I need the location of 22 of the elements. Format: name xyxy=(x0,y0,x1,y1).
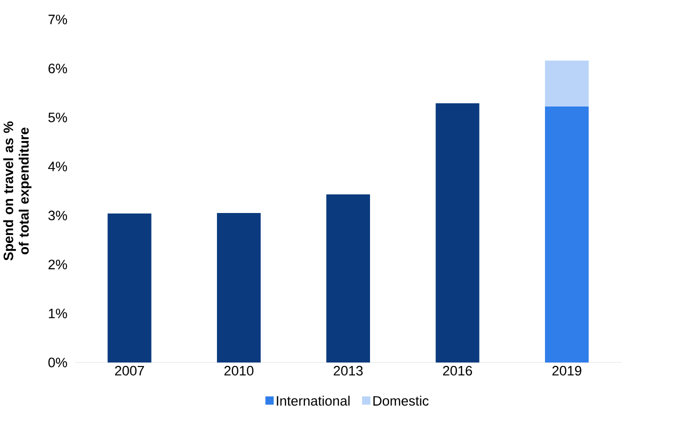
bar xyxy=(544,106,589,363)
y-tick-label: 6% xyxy=(48,64,68,74)
bar xyxy=(108,214,152,363)
y-tick-label: 3% xyxy=(48,210,68,220)
y-tick-label: 2% xyxy=(48,260,68,270)
x-tick-label: 2010 xyxy=(224,366,254,376)
y-tick-label: 7% xyxy=(48,14,68,24)
bar xyxy=(544,60,589,106)
x-tick-label: 2007 xyxy=(115,366,144,376)
y-axis-title: Spend on travel as % of total expenditure xyxy=(3,122,32,261)
bar xyxy=(216,213,261,363)
x-tick-label: 2016 xyxy=(443,366,472,376)
y-tick-label: 5% xyxy=(48,112,68,122)
y-tick-label: 0% xyxy=(48,358,68,368)
bar xyxy=(326,194,370,363)
legend-label: International xyxy=(276,396,350,406)
x-tick-label: 2019 xyxy=(552,366,582,376)
y-tick-label: 1% xyxy=(48,308,68,318)
bar xyxy=(436,103,480,363)
legend-label: Domestic xyxy=(373,396,429,406)
x-tick-label: 2013 xyxy=(334,366,363,376)
y-tick-label: 4% xyxy=(48,162,68,172)
